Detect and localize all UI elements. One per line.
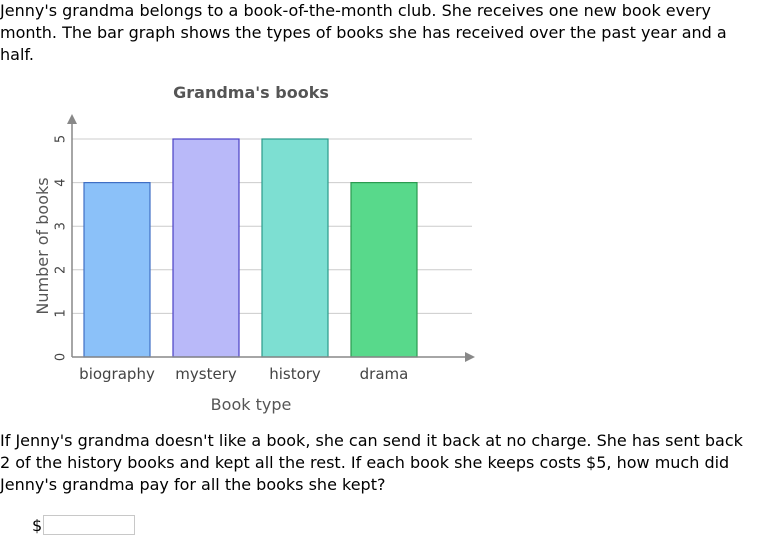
bars [83, 138, 418, 358]
answer-row: $ [32, 513, 136, 537]
problem-intro-text: Jenny's grandma belongs to a book-of-the… [0, 1, 727, 64]
y-tick-labels: 0 1 2 3 4 5 [54, 135, 69, 361]
y-tick-label: 4 [54, 178, 69, 186]
answer-input[interactable] [43, 515, 136, 535]
chart-title: Grandma's books [173, 83, 329, 102]
y-tick-label: 2 [54, 266, 69, 274]
bar-mystery [172, 138, 240, 358]
y-axis-label: Number of books [33, 177, 52, 314]
x-tick-label: biography [79, 365, 155, 383]
x-tick-label: mystery [175, 365, 237, 383]
x-tick-label: history [269, 365, 321, 383]
bar-chart: Grandma's books 0 1 2 3 4 5 biography mystery h… [33, 83, 475, 414]
x-tick-labels: biography mystery history drama [79, 365, 408, 383]
problem-question-text: If Jenny's grandma doesn't like a book, … [0, 431, 743, 494]
x-axis-arrow [465, 352, 475, 362]
currency-symbol: $ [32, 515, 43, 535]
bar-drama [350, 181, 418, 358]
y-tick-label: 3 [54, 222, 69, 230]
bar-biography [83, 181, 151, 358]
bar-history [261, 138, 329, 358]
y-tick-label: 5 [54, 135, 69, 143]
y-tick-label: 0 [54, 353, 69, 361]
y-tick-label: 1 [54, 309, 69, 317]
x-tick-label: drama [360, 365, 409, 383]
y-axis-arrow [67, 114, 77, 124]
x-axis-label: Book type [211, 395, 292, 414]
axes [67, 114, 475, 362]
